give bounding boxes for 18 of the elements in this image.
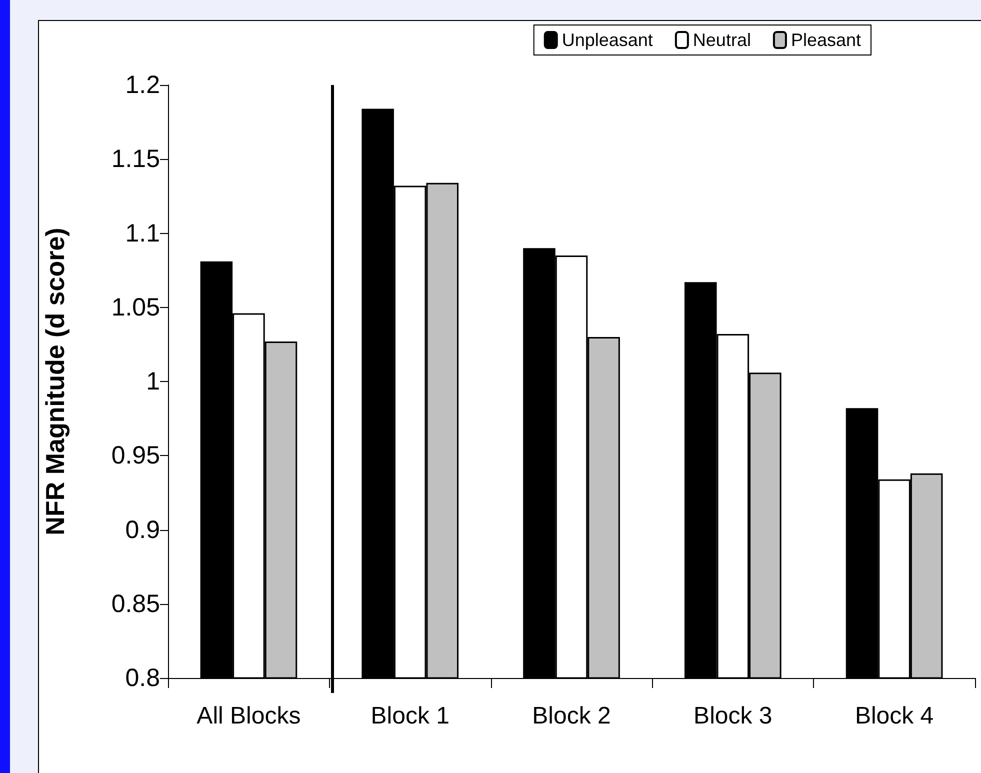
y-tick-label: 1 [146,368,160,396]
legend-label: Pleasant [790,30,862,50]
y-tick-label: 1.2 [125,71,160,99]
x-tick-label: Block 3 [694,702,772,730]
x-tick-label: Block 4 [854,702,934,730]
y-tick-label: 0.85 [111,590,160,618]
y-tick-label: 1.05 [111,293,160,322]
y-axis-title: NFR Magnitude (d score) [40,228,70,536]
x-tick-label: Block 2 [532,702,611,730]
x-tick-label: All Blocks [196,702,301,730]
y-tick-label: 0.8 [125,664,160,692]
y-tick-label: 0.95 [111,442,160,470]
y-tick-label: 0.9 [125,516,160,544]
legend-label: Unpleasant [562,30,653,50]
legend-label: Neutral [692,30,751,50]
x-tick-label: Block 1 [370,702,450,730]
y-tick-label: 1.1 [125,219,160,248]
y-tick-label: 1.15 [111,145,160,174]
